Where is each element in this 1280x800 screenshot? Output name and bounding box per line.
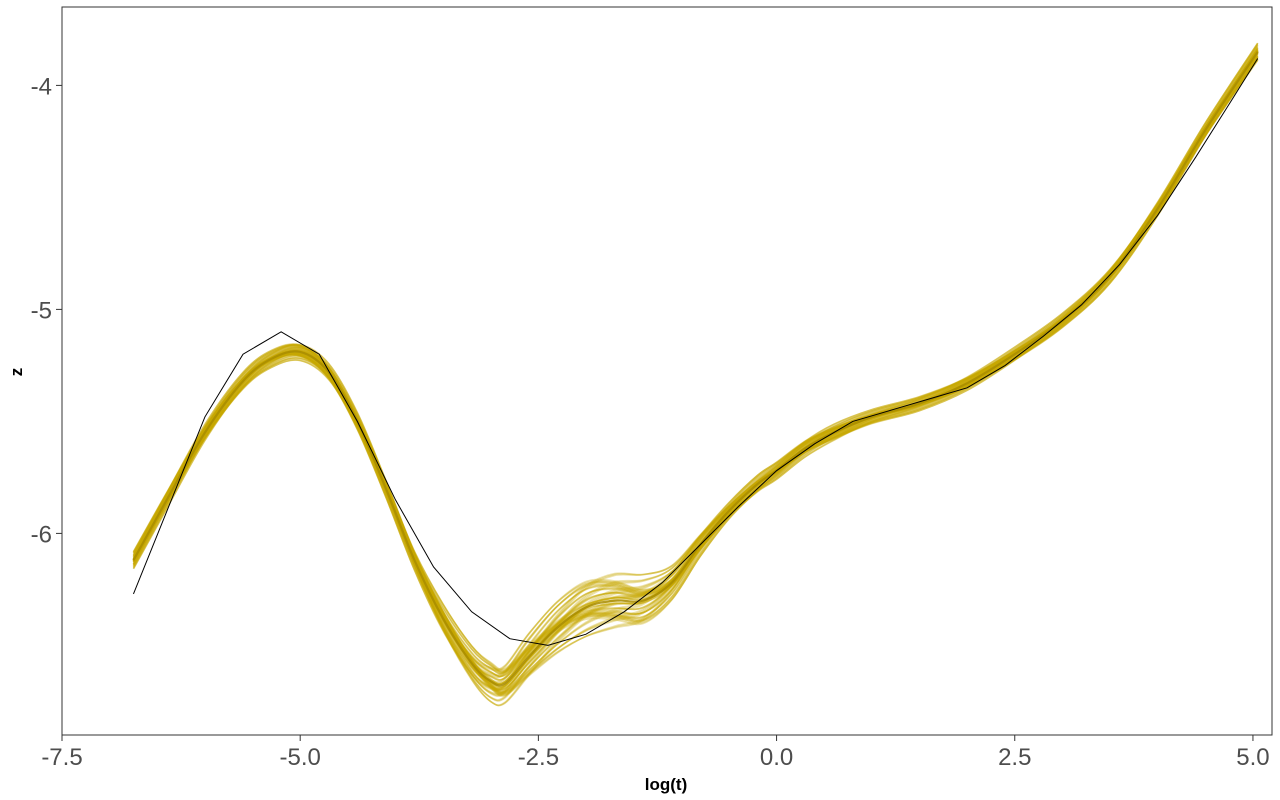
posterior-center-line bbox=[132, 51, 1259, 687]
y-tick-label: -5 bbox=[31, 297, 52, 324]
posterior-draw-line bbox=[132, 55, 1259, 691]
posterior-draw-line bbox=[132, 47, 1259, 678]
posterior-draw-line bbox=[132, 46, 1259, 675]
posterior-draw-line bbox=[132, 50, 1259, 691]
posterior-draw-line bbox=[132, 52, 1259, 684]
posterior-draw-line bbox=[132, 56, 1259, 695]
x-tick-label: 2.5 bbox=[998, 744, 1031, 771]
posterior-draw-line bbox=[132, 48, 1259, 677]
x-tick-label: -2.5 bbox=[518, 744, 559, 771]
plot-panel bbox=[61, 6, 1273, 736]
posterior-draw-line bbox=[132, 48, 1259, 672]
posterior-draw-line bbox=[132, 53, 1259, 685]
posterior-draw-line bbox=[132, 49, 1259, 676]
reference-curve-layer bbox=[132, 58, 1259, 646]
posterior-draw-line bbox=[132, 56, 1259, 698]
posterior-draw-line bbox=[132, 52, 1259, 683]
x-axis: -7.5 -5.0 -2.5 0.0 2.5 5.0 bbox=[41, 735, 1270, 771]
posterior-draw-line bbox=[132, 52, 1259, 696]
posterior-draw-line bbox=[132, 52, 1259, 697]
posterior-draw-line bbox=[132, 49, 1259, 690]
posterior-draw-line bbox=[132, 50, 1259, 689]
posterior-draw-line bbox=[132, 50, 1259, 693]
posterior-draw-line bbox=[132, 50, 1259, 691]
reference-curve-line bbox=[132, 58, 1259, 646]
y-axis-title: z bbox=[7, 368, 26, 377]
y-tick-label: -4 bbox=[31, 73, 52, 100]
posterior-draw-line bbox=[132, 45, 1259, 675]
x-axis-title: log(t) bbox=[645, 775, 687, 794]
posterior-draw-line bbox=[132, 50, 1259, 678]
x-tick-label: -7.5 bbox=[41, 744, 82, 771]
posterior-draw-line bbox=[132, 50, 1259, 688]
posterior-draw-line bbox=[132, 49, 1259, 688]
posterior-draw-line bbox=[132, 52, 1259, 695]
posterior-draw-line bbox=[132, 50, 1259, 677]
posterior-draw-line bbox=[132, 55, 1259, 691]
y-tick-label: -6 bbox=[31, 521, 52, 548]
x-tick-label: -5.0 bbox=[280, 744, 321, 771]
posterior-draw-line bbox=[132, 55, 1259, 690]
posterior-draw-line bbox=[132, 46, 1259, 674]
posterior-draw-line bbox=[132, 47, 1259, 671]
posterior-draw-line bbox=[132, 47, 1259, 670]
posterior-draw-line bbox=[132, 47, 1259, 678]
x-tick-label: 0.0 bbox=[760, 744, 793, 771]
posterior-draw-line bbox=[132, 52, 1259, 696]
x-tick-label: 5.0 bbox=[1236, 744, 1269, 771]
posterior-draw-line bbox=[132, 50, 1259, 679]
posterior-draw-line bbox=[132, 56, 1259, 696]
posterior-draw-line bbox=[132, 51, 1259, 694]
posterior-draw-line bbox=[132, 48, 1259, 677]
posterior-draw-line bbox=[132, 55, 1259, 691]
posterior-draw-line bbox=[132, 56, 1259, 697]
posterior-draw-line bbox=[132, 54, 1259, 690]
posterior-draw-line bbox=[132, 51, 1259, 692]
y-axis: -6 -5 -4 bbox=[31, 73, 62, 548]
